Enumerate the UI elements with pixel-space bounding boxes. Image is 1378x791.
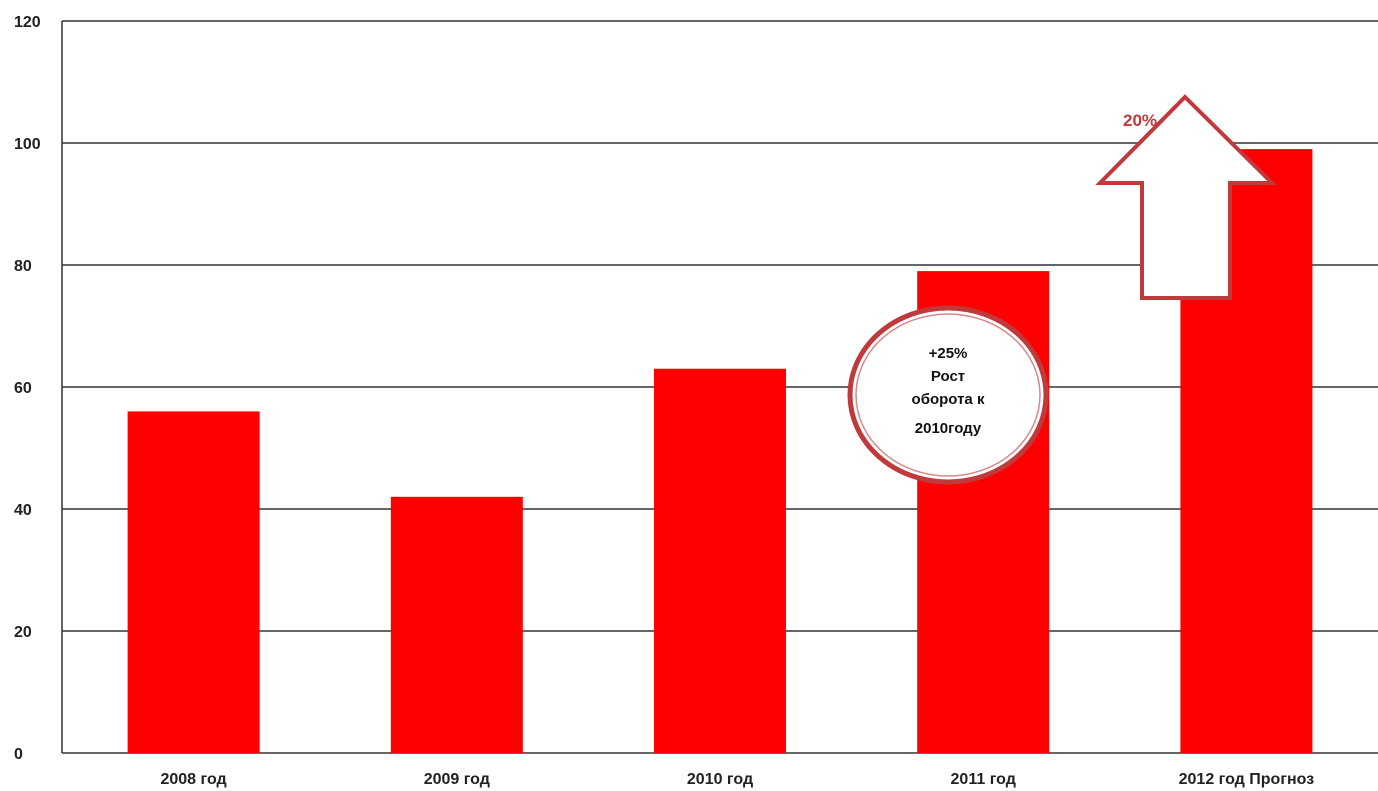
growth-bubble-line-1: +25% [929,345,968,362]
x-tick-label-3: 2011 год [951,771,1016,788]
y-tick-label-60: 60 [14,380,32,397]
x-tick-label-4: 2012 год Прогноз [1179,771,1315,788]
bar-2 [654,368,786,753]
x-axis-labels: 2008 год 2009 год 2010 год 2011 год 2012 год… [160,771,1314,788]
growth-bubble: +25% Рост оборота к 2010году [847,305,1049,485]
y-tick-label-20: 20 [14,624,32,641]
y-tick-label-40: 40 [14,502,32,519]
x-tick-label-1: 2009 год [424,771,490,788]
forecast-arrow-label: 20% [1123,111,1157,130]
bar-1 [390,496,523,753]
growth-bubble-line-3: оборота к [912,391,985,408]
x-tick-label-2: 2010 год [687,771,753,788]
y-tick-label-120: 120 [14,14,41,31]
y-tick-label-100: 100 [14,136,41,153]
bar-0 [127,411,260,753]
growth-bubble-line-2: Рост [931,368,965,385]
y-tick-label-0: 0 [14,746,23,763]
y-tick-label-80: 80 [14,258,32,275]
bars [127,149,1313,754]
growth-bubble-line-4: 2010году [915,420,982,437]
y-axis-ticks: 0 20 40 60 80 100 120 [14,14,41,763]
forecast-arrow: 20% [1095,94,1277,300]
x-tick-label-0: 2008 год [160,771,226,788]
